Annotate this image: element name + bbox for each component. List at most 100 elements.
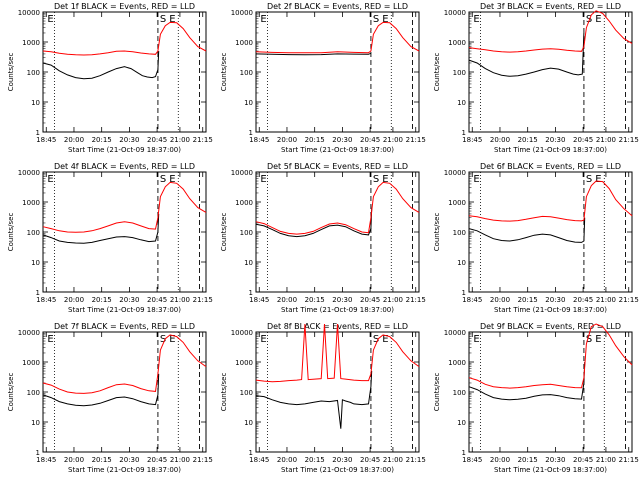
- plot-frame: [255, 331, 420, 453]
- y-axis-label: Counts/sec: [220, 53, 228, 92]
- y-axis-label: Counts/sec: [433, 213, 441, 252]
- lld-series-line: [42, 334, 207, 394]
- y-tick-label: 10000: [444, 169, 466, 177]
- x-tick-label: 20:00: [64, 456, 84, 464]
- x-tick-label: 20:00: [277, 296, 297, 304]
- y-tick-label: 10: [31, 419, 40, 427]
- y-tick-label: 100: [240, 229, 253, 237]
- lld-series-line: [255, 21, 420, 54]
- y-tick-label: 10000: [18, 329, 40, 337]
- y-axis-label: Counts/sec: [220, 373, 228, 412]
- x-tick-label: 21:15: [406, 136, 426, 144]
- y-axis-label: Counts/sec: [433, 53, 441, 92]
- x-tick-label: 21:15: [193, 456, 213, 464]
- detector-panel-8: Det 8f BLACK = Events, RED = LLD11010010…: [220, 322, 426, 474]
- marker-s-label: S: [160, 14, 166, 25]
- marker-s-label: S: [373, 334, 379, 345]
- y-tick-label: 1: [462, 449, 466, 457]
- x-tick-label: 20:30: [119, 296, 139, 304]
- y-axis-label: Counts/sec: [433, 373, 441, 412]
- x-tick-label: 21:15: [406, 456, 426, 464]
- plot-frame: [255, 11, 420, 133]
- x-tick-label: 21:15: [619, 456, 639, 464]
- panel-title: Det 2f BLACK = Events, RED = LLD: [267, 2, 408, 11]
- y-tick-label: 100: [453, 229, 466, 237]
- events-series-line: [42, 213, 160, 244]
- detector-panel-3: Det 3f BLACK = Events, RED = LLD 1 10 100 10…: [433, 2, 639, 154]
- x-tick-label: 18:45: [249, 136, 269, 144]
- x-tick-label: 20:15: [305, 456, 325, 464]
- x-tick-label: 20:30: [332, 296, 352, 304]
- events-series-line: [468, 217, 586, 243]
- x-tick-label: 20:30: [119, 456, 139, 464]
- lld-series-line: [255, 181, 420, 235]
- x-tick-label: 20:15: [92, 456, 112, 464]
- marker-s-label: S: [586, 334, 592, 345]
- events-series-line: [468, 32, 585, 77]
- x-tick-label: 21:00: [596, 136, 616, 144]
- plot-frame: [468, 331, 633, 453]
- lld-series-line: [255, 323, 420, 383]
- events-series-line: [255, 370, 373, 429]
- x-tick-label: 21:00: [170, 296, 190, 304]
- marker-e2-label: E: [169, 334, 175, 345]
- y-tick-label: 1: [36, 449, 40, 457]
- x-tick-label: 20:45: [360, 296, 380, 304]
- y-tick-label: 10000: [18, 169, 40, 177]
- y-tick-label: 100: [240, 389, 253, 397]
- marker-e2-label: E: [382, 334, 388, 345]
- marker-s-label: S: [160, 174, 166, 185]
- y-tick-label: 10: [457, 99, 466, 107]
- x-tick-label: 20:30: [545, 456, 565, 464]
- y-tick-label: 10: [244, 259, 253, 267]
- y-axis-label: Counts/sec: [220, 213, 228, 252]
- y-tick-label: 100: [27, 389, 40, 397]
- panel-title: Det 9f BLACK = Events, RED = LLD: [480, 322, 621, 331]
- detector-panel-2: Det 2f BLACK = Events, RED = LLD 1 10 100 10…: [220, 2, 426, 154]
- y-tick-label: 10: [244, 99, 253, 107]
- y-tick-label: 10000: [231, 169, 253, 177]
- y-tick-label: 1: [36, 129, 40, 137]
- detector-panel-5: Det 5f BLACK = Events, RED = LLD 1 10 100 10…: [220, 162, 426, 314]
- y-tick-label: 1: [462, 289, 466, 297]
- panel-title: Det 1f BLACK = Events, RED = LLD: [54, 2, 195, 11]
- x-tick-label: 20:00: [277, 456, 297, 464]
- x-tick-label: 20:15: [305, 136, 325, 144]
- lld-series-line: [468, 10, 633, 53]
- events-series-line: [42, 50, 160, 80]
- y-tick-label: 1: [462, 129, 466, 137]
- x-tick-label: 20:00: [277, 136, 297, 144]
- x-tick-label: 18:45: [249, 296, 269, 304]
- x-tick-label: 18:45: [462, 136, 482, 144]
- y-axis-label: Counts/sec: [7, 53, 15, 92]
- plot-frame: [468, 171, 633, 293]
- x-tick-label: 21:00: [383, 456, 403, 464]
- x-tick-label: 20:00: [490, 456, 510, 464]
- panel-title: Det 7f BLACK = Events, RED = LLD: [54, 322, 195, 331]
- y-tick-label: 10: [457, 419, 466, 427]
- x-tick-label: 20:00: [64, 136, 84, 144]
- marker-s-label: S: [373, 14, 379, 25]
- y-tick-label: 10000: [18, 9, 40, 17]
- x-axis-label: Start Time (21-Oct-09 18:37:00): [281, 146, 394, 154]
- marker-s-label: S: [586, 174, 592, 185]
- y-tick-label: 1000: [235, 359, 253, 367]
- x-tick-label: 21:00: [383, 136, 403, 144]
- y-tick-label: 1000: [448, 39, 466, 47]
- x-tick-label: 18:45: [249, 456, 269, 464]
- y-tick-label: 10: [31, 99, 40, 107]
- detector-panel-7: Det 7f BLACK = Events, RED = LLD 1 10 100 10…: [7, 322, 213, 474]
- x-axis-label: Start Time (21-Oct-09 18:37:00): [68, 146, 181, 154]
- y-tick-label: 1: [249, 289, 253, 297]
- x-tick-label: 20:15: [518, 296, 538, 304]
- x-tick-label: 21:15: [193, 296, 213, 304]
- marker-e2-label: E: [595, 334, 601, 345]
- marker-e-label: E: [473, 174, 479, 185]
- y-tick-label: 10: [457, 259, 466, 267]
- events-series-line: [42, 373, 160, 407]
- x-tick-label: 20:00: [490, 296, 510, 304]
- x-axis-label: Start Time (21-Oct-09 18:37:00): [494, 306, 607, 314]
- x-tick-label: 20:45: [360, 456, 380, 464]
- marker-e2-label: E: [595, 14, 601, 25]
